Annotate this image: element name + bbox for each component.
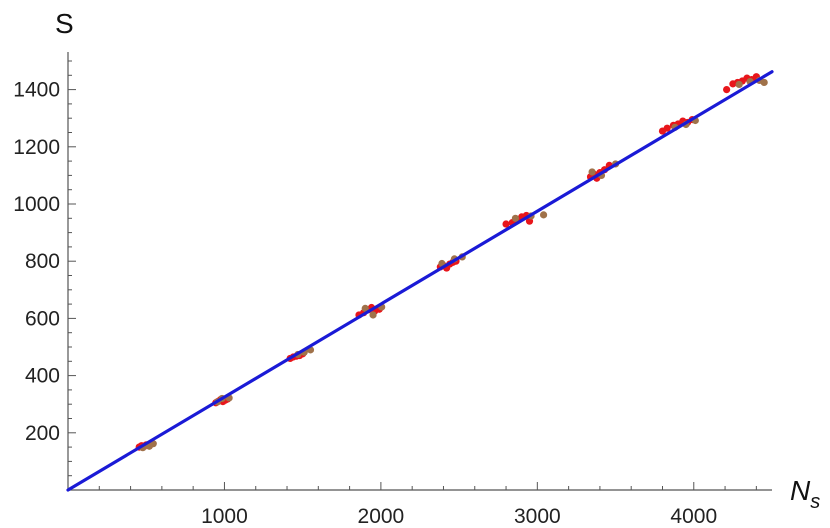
- fit-line: [66, 70, 774, 492]
- y-axis-title: S: [55, 8, 74, 39]
- x-axis-title: Ns: [790, 475, 820, 513]
- data-point: [663, 124, 671, 132]
- data-point: [369, 311, 377, 319]
- x-tick-label: 2000: [358, 505, 405, 528]
- y-tick-label: 600: [25, 307, 60, 330]
- x-tick-label: 3000: [514, 505, 561, 528]
- data-point: [735, 80, 743, 89]
- y-tick-label: 1400: [13, 79, 60, 102]
- data-point: [588, 168, 596, 176]
- axes: [67, 52, 772, 491]
- fit-line-group: [66, 70, 774, 492]
- y-tick-label: 200: [25, 422, 60, 445]
- ticks: 1000 2000 3000 4000 200 400 600 800 1000 1200 1400: [13, 60, 757, 528]
- y-tick-label: 800: [25, 250, 60, 273]
- data-point: [723, 86, 731, 94]
- x-axis-title-main: N: [790, 475, 811, 506]
- y-tick-label: 400: [25, 365, 60, 388]
- data-point: [760, 78, 768, 87]
- x-axis-title-subscript: s: [810, 491, 820, 513]
- data-point: [502, 220, 510, 228]
- y-tick-label: 1200: [13, 136, 60, 159]
- data-point: [361, 304, 369, 312]
- data-point: [539, 211, 548, 219]
- x-tick-label: 1000: [201, 505, 248, 528]
- y-tick-label: 1000: [13, 193, 60, 216]
- data-point: [511, 214, 520, 222]
- x-tick-label: 4000: [670, 505, 717, 528]
